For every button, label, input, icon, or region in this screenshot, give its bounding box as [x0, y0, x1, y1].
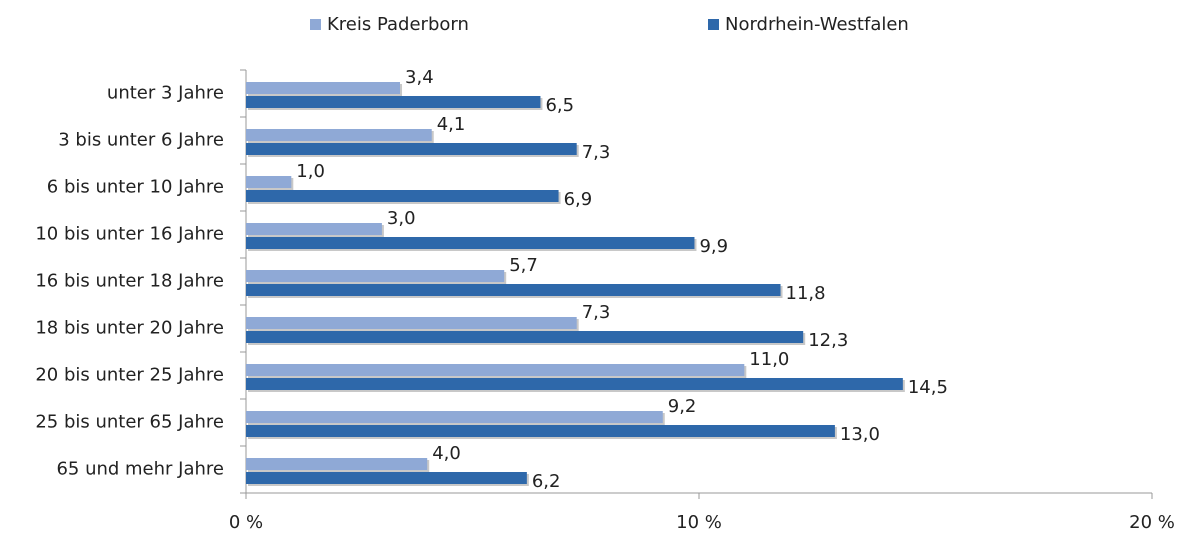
- legend-swatch: [708, 19, 719, 30]
- value-label: 4,1: [437, 114, 466, 135]
- bar: [246, 176, 292, 188]
- x-tick-label: 0 %: [229, 512, 263, 533]
- bar: [246, 331, 804, 343]
- bar: [246, 270, 505, 282]
- y-tick-label: 3 bis unter 6 Jahre: [58, 130, 224, 151]
- value-label: 3,4: [405, 67, 434, 88]
- bar: [246, 425, 835, 437]
- value-label: 6,2: [532, 471, 561, 492]
- bar: [246, 237, 695, 249]
- value-label: 11,8: [786, 283, 826, 304]
- value-label: 6,5: [545, 95, 574, 116]
- y-tick-label: 65 und mehr Jahre: [56, 459, 224, 480]
- value-label: 3,0: [387, 208, 416, 229]
- value-label: 9,2: [668, 396, 697, 417]
- value-label: 6,9: [564, 189, 593, 210]
- bar: [246, 96, 541, 108]
- x-tick-label: 20 %: [1129, 512, 1175, 533]
- value-label: 13,0: [840, 424, 880, 445]
- value-label: 11,0: [749, 349, 789, 370]
- bar: [246, 472, 527, 484]
- bar: [246, 129, 432, 141]
- bar: [246, 284, 781, 296]
- value-label: 14,5: [908, 377, 948, 398]
- bar: [246, 364, 745, 376]
- x-tick-label: 10 %: [676, 512, 722, 533]
- value-label: 7,3: [582, 302, 611, 323]
- y-tick-label: 25 bis unter 65 Jahre: [35, 412, 224, 433]
- value-label: 1,0: [296, 161, 325, 182]
- value-label: 5,7: [509, 255, 538, 276]
- value-label: 9,9: [699, 236, 728, 257]
- legend-swatch: [310, 19, 321, 30]
- y-tick-label: 6 bis unter 10 Jahre: [47, 177, 224, 198]
- legend-label: Kreis Paderborn: [327, 14, 469, 35]
- value-label: 4,0: [432, 443, 461, 464]
- value-label: 12,3: [808, 330, 848, 351]
- bar: [246, 411, 663, 423]
- y-tick-label: 16 bis unter 18 Jahre: [35, 271, 224, 292]
- bar: [246, 458, 428, 470]
- bar: [246, 190, 559, 202]
- bar: [246, 378, 903, 390]
- value-label: 7,3: [582, 142, 611, 163]
- y-tick-label: 18 bis unter 20 Jahre: [35, 318, 224, 339]
- y-tick-label: 20 bis unter 25 Jahre: [35, 365, 224, 386]
- bar: [246, 317, 577, 329]
- bar: [246, 223, 382, 235]
- bar: [246, 82, 401, 94]
- y-tick-label: 10 bis unter 16 Jahre: [35, 224, 224, 245]
- legend-label: Nordrhein-Westfalen: [725, 14, 909, 35]
- y-tick-label: unter 3 Jahre: [107, 83, 224, 104]
- bar: [246, 143, 577, 155]
